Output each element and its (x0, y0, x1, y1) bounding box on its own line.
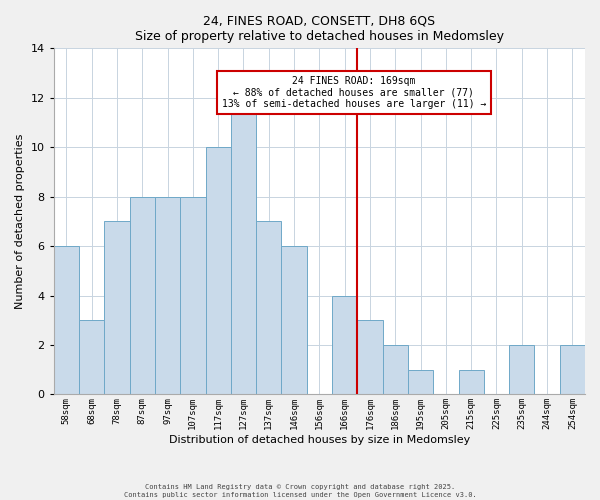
Bar (281, 246, 307, 394)
Title: 24, FINES ROAD, CONSETT, DH8 6QS
Size of property relative to detached houses in: 24, FINES ROAD, CONSETT, DH8 6QS Size of… (135, 15, 504, 43)
Bar (560, 345, 585, 395)
Bar (509, 345, 535, 395)
Bar (130, 196, 155, 394)
Text: Contains HM Land Registry data © Crown copyright and database right 2025.
Contai: Contains HM Land Registry data © Crown c… (124, 484, 476, 498)
Bar (332, 296, 358, 394)
Bar (104, 222, 130, 394)
Bar (358, 320, 383, 394)
Text: 24 FINES ROAD: 169sqm
← 88% of detached houses are smaller (77)
13% of semi-deta: 24 FINES ROAD: 169sqm ← 88% of detached … (222, 76, 486, 109)
Bar (256, 222, 281, 394)
Y-axis label: Number of detached properties: Number of detached properties (15, 134, 25, 309)
Bar (206, 147, 231, 394)
Bar (79, 320, 104, 394)
Bar (54, 246, 79, 394)
Bar (155, 196, 180, 394)
Bar (231, 98, 256, 394)
Bar (180, 196, 206, 394)
Bar (408, 370, 433, 394)
X-axis label: Distribution of detached houses by size in Medomsley: Distribution of detached houses by size … (169, 435, 470, 445)
Bar (383, 345, 408, 395)
Bar (458, 370, 484, 394)
